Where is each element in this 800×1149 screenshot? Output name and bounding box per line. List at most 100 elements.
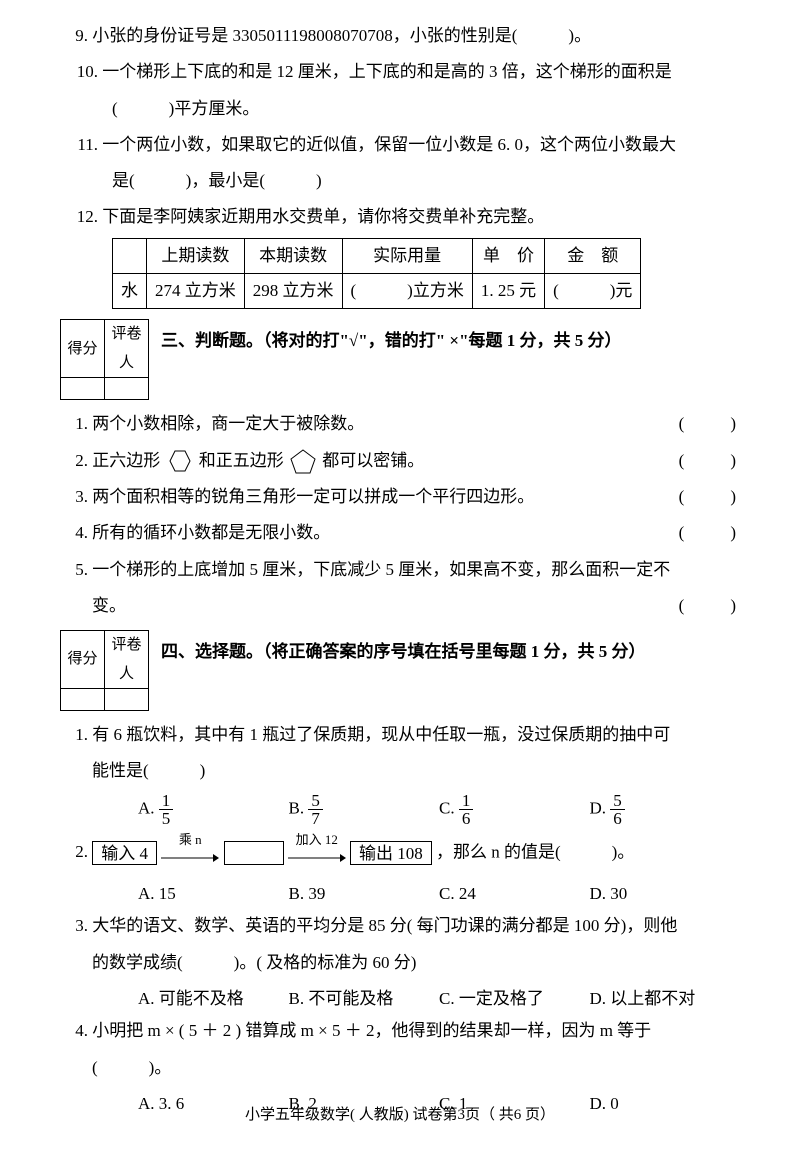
opt-a[interactable]: A. 15: [138, 792, 289, 827]
q2-c: 都可以密铺。: [322, 451, 424, 470]
td-usage: ( )立方米: [342, 274, 472, 309]
q-num: 4.: [60, 517, 88, 549]
q2-tail: ，那么 n 的值是( )。: [436, 842, 634, 861]
q-text: 两个小数相除，商一定大于被除数。: [92, 414, 364, 433]
q-num: 1.: [60, 719, 88, 751]
q-num: 4.: [60, 1015, 88, 1047]
grader-label: 评卷人: [105, 320, 149, 378]
th-usage: 实际用量: [342, 238, 472, 273]
q12-text: 下面是李阿姨家近期用水交费单，请你将交费单补充完整。: [102, 207, 544, 226]
s3-q5: 5. 一个梯形的上底增加 5 厘米，下底减少 5 厘米，如果高不变，那么面积一定…: [60, 554, 740, 586]
opt-c[interactable]: C. 24: [439, 878, 590, 910]
td-water: 水: [113, 274, 147, 309]
score-box: 得分评卷人: [60, 319, 149, 400]
q5-l2: 变。: [92, 596, 126, 615]
th-curr: 本期读数: [244, 238, 342, 273]
q4-l2: ( )。: [60, 1052, 740, 1084]
pentagon-icon: [288, 448, 318, 476]
s4-q1: 1. 有 6 瓶饮料，其中有 1 瓶过了保质期，现从中任取一瓶，没过保质期的抽中…: [60, 719, 740, 751]
td-prev: 274 立方米: [147, 274, 245, 309]
q-num: 10.: [60, 56, 98, 88]
q11-l1: 一个两位小数，如果取它的近似值，保留一位小数是 6. 0，这个两位小数最大: [102, 135, 676, 154]
q-num: 12.: [60, 201, 98, 233]
th-price: 单 价: [472, 238, 544, 273]
th-amount: 金 额: [545, 238, 641, 273]
opt-d[interactable]: D. 以上都不对: [590, 983, 741, 1015]
q4-l1: 小明把 m × ( 5 ＋ 2 ) 错算成 m × 5 ＋ 2，他得到的结果却一…: [92, 1021, 651, 1040]
s3-q1: 1. 两个小数相除，商一定大于被除数。 ( ): [60, 408, 740, 440]
td-curr: 298 立方米: [244, 274, 342, 309]
q5-l1: 一个梯形的上底增加 5 厘米，下底减少 5 厘米，如果高不变，那么面积一定不: [92, 560, 670, 579]
opt-b[interactable]: B. 39: [289, 878, 440, 910]
opt-a[interactable]: A. 可能不及格: [138, 983, 289, 1015]
q10-l2: ( )平方厘米。: [60, 93, 740, 125]
q-num: 5.: [60, 554, 88, 586]
opt-c[interactable]: C. 一定及格了: [439, 983, 590, 1015]
fill-q12: 12. 下面是李阿姨家近期用水交费单，请你将交费单补充完整。: [60, 201, 740, 233]
score-box: 得分评卷人: [60, 630, 149, 711]
answer-paren[interactable]: ( ): [679, 481, 740, 513]
arrow-2: 加入 12: [288, 833, 346, 874]
q1-l1: 有 6 瓶饮料，其中有 1 瓶过了保质期，现从中任取一瓶，没过保质期的抽中可: [92, 725, 670, 744]
q3-l2: 的数学成绩( )。( 及格的标准为 60 分): [60, 947, 740, 979]
section3-header: 得分评卷人 三、判断题。（将对的打"√"，错的打" ×"每题 1 分，共 5 分…: [60, 319, 740, 400]
score-cell[interactable]: [61, 689, 105, 711]
answer-paren[interactable]: ( ): [679, 517, 740, 549]
q2-b: 和正五边形: [199, 451, 284, 470]
grader-cell[interactable]: [105, 689, 149, 711]
score-label: 得分: [61, 631, 105, 689]
water-bill-table: 上期读数 本期读数 实际用量 单 价 金 额 水 274 立方米 298 立方米…: [112, 238, 641, 310]
hexagon-icon: [165, 449, 195, 475]
answer-paren[interactable]: ( ): [679, 590, 740, 622]
grader-cell[interactable]: [105, 378, 149, 400]
s4-q3-opts: A. 可能不及格 B. 不可能及格 C. 一定及格了 D. 以上都不对: [60, 983, 740, 1015]
q9-text-b: ，小张的性别是( )。: [393, 26, 591, 45]
th-prev: 上期读数: [147, 238, 245, 273]
score-cell[interactable]: [61, 378, 105, 400]
opt-d[interactable]: D. 56: [590, 792, 741, 827]
answer-paren[interactable]: ( ): [679, 445, 740, 477]
opt-b[interactable]: B. 57: [289, 792, 440, 827]
s4-q3: 3. 大华的语文、数学、英语的平均分是 85 分( 每门功课的满分都是 100 …: [60, 910, 740, 942]
q-num: 2.: [60, 836, 88, 868]
td-price: 1. 25 元: [472, 274, 544, 309]
flow-mid: [224, 841, 284, 865]
q-num: 3.: [60, 910, 88, 942]
section3-title: 三、判断题。（将对的打"√"，错的打" ×"每题 1 分，共 5 分）: [60, 319, 740, 357]
opt-c[interactable]: C. 16: [439, 792, 590, 827]
fill-q10: 10. 一个梯形上下底的和是 12 厘米，上下底的和是高的 3 倍，这个梯形的面…: [60, 56, 740, 88]
arrow-1: 乘 n: [161, 833, 219, 874]
s4-q4: 4. 小明把 m × ( 5 ＋ 2 ) 错算成 m × 5 ＋ 2，他得到的结…: [60, 1015, 740, 1047]
fill-q11: 11. 一个两位小数，如果取它的近似值，保留一位小数是 6. 0，这个两位小数最…: [60, 129, 740, 161]
opt-b[interactable]: B. 不可能及格: [289, 983, 440, 1015]
q9-text-a: 小张的身份证号是: [92, 26, 232, 45]
s3-q5-l2row: 变。 ( ): [60, 590, 740, 622]
q1-l2: 能性是( ): [60, 755, 740, 787]
section4-title: 四、选择题。（将正确答案的序号填在括号里每题 1 分，共 5 分）: [60, 630, 740, 668]
q-text: 两个面积相等的锐角三角形一定可以拼成一个平行四边形。: [92, 487, 534, 506]
section4-header: 得分评卷人 四、选择题。（将正确答案的序号填在括号里每题 1 分，共 5 分）: [60, 630, 740, 711]
td-amount: ( )元: [545, 274, 641, 309]
q-num: 3.: [60, 481, 88, 513]
th-blank: [113, 238, 147, 273]
page-footer: 小学五年级数学( 人教版) 试卷第3页（ 共6 页）: [0, 1101, 800, 1130]
q-num: 2.: [60, 445, 88, 477]
q9-id: 330501119800807070​8: [233, 26, 393, 45]
q-num: 1.: [60, 408, 88, 440]
q2-a: 正六边形: [92, 451, 160, 470]
s4-q2: 2. 输入 4 乘 n 加入 12 输出 108 ，那么 n 的值是( )。: [60, 833, 740, 874]
flow-input: 输入 4: [92, 841, 157, 865]
q3-l1: 大华的语文、数学、英语的平均分是 85 分( 每门功课的满分都是 100 分)，…: [92, 916, 677, 935]
score-label: 得分: [61, 320, 105, 378]
s4-q2-opts: A. 15 B. 39 C. 24 D. 30: [60, 878, 740, 910]
opt-d[interactable]: D. 30: [590, 878, 741, 910]
q-text: 所有的循环小数都是无限小数。: [92, 523, 330, 542]
q11-l2: 是( )，最小是( ): [60, 165, 740, 197]
answer-paren[interactable]: ( ): [679, 408, 740, 440]
q-num: 11.: [60, 129, 98, 161]
s3-q2: 2. 正六边形 和正五边形 都可以密铺。 ( ): [60, 445, 740, 477]
s3-q4: 4. 所有的循环小数都是无限小数。 ( ): [60, 517, 740, 549]
opt-a[interactable]: A. 15: [138, 878, 289, 910]
s3-q3: 3. 两个面积相等的锐角三角形一定可以拼成一个平行四边形。 ( ): [60, 481, 740, 513]
q-num: 9.: [60, 20, 88, 52]
